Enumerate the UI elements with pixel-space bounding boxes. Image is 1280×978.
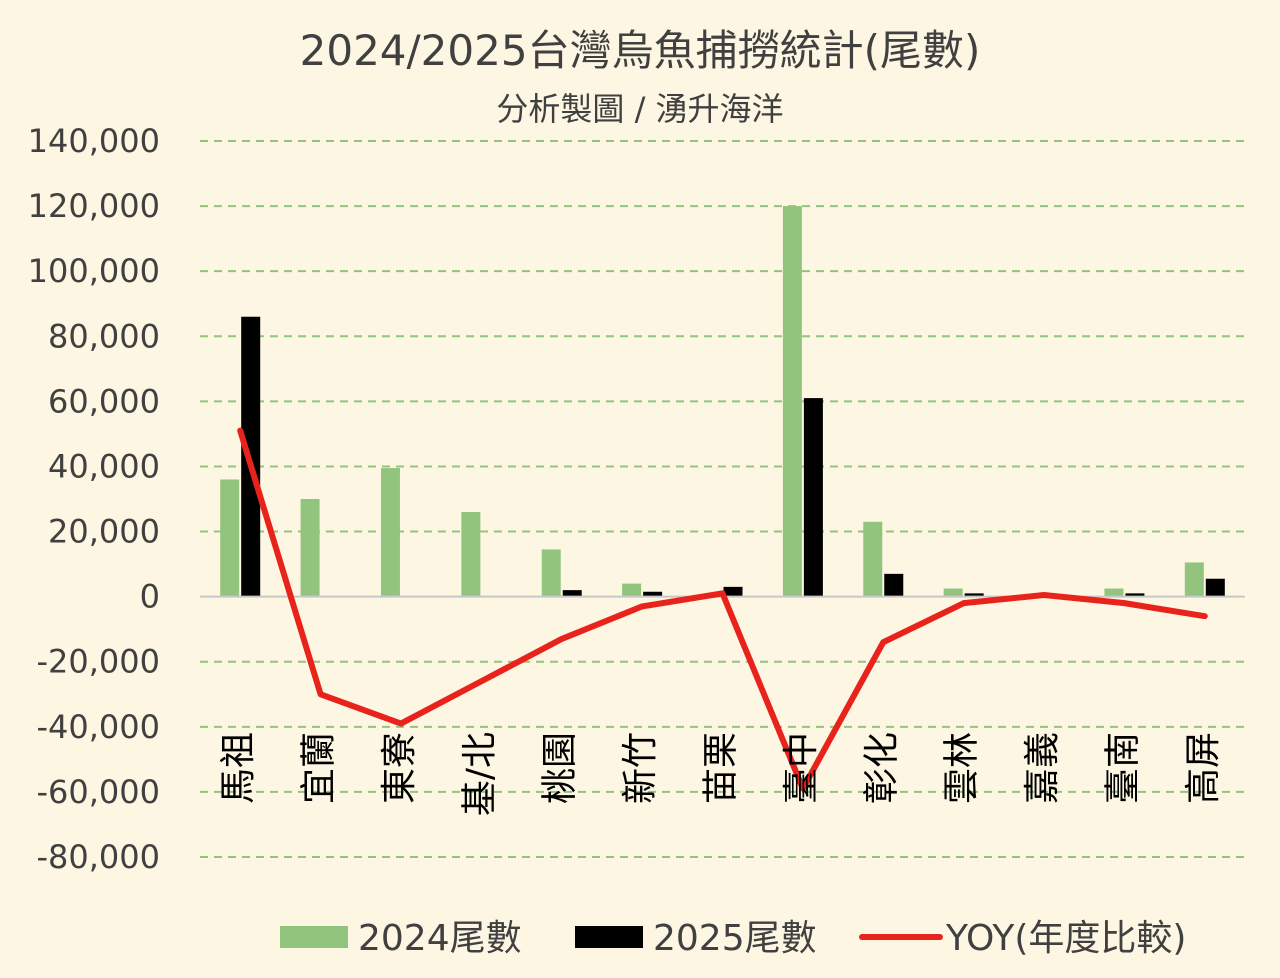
bar-2024 [1104, 588, 1124, 597]
yoy-line-layer [237, 427, 1208, 792]
yoy-line [237, 427, 1208, 792]
bar-2025 [884, 573, 904, 597]
bar-2024 [1184, 562, 1204, 597]
bar-2025 [964, 593, 984, 597]
category-labels: 馬祖 宜蘭 東寮 基/北 桃園 新竹 苗栗 臺中 彰化 雲林 嘉義 臺南 高屏 [218, 732, 1224, 816]
legend-2025-label: 2025尾數 [653, 918, 817, 959]
bar-2025 [643, 591, 663, 597]
bar-2025 [1205, 578, 1225, 597]
y-tick-label: 120,000 [28, 187, 160, 225]
legend-yoy-label: YOY(年度比較) [945, 918, 1186, 959]
category-label: 高屏 [1183, 732, 1224, 804]
y-tick-label: 40,000 [48, 447, 160, 485]
category-label: 苗栗 [701, 732, 742, 804]
y-tick-label: -60,000 [36, 773, 160, 811]
bar-2025 [1125, 593, 1145, 597]
legend-2024-swatch [280, 926, 348, 948]
y-tick-label: 100,000 [28, 252, 160, 290]
y-tick-label: 60,000 [48, 382, 160, 420]
bar-2025 [723, 586, 743, 597]
category-label: 新竹 [620, 732, 661, 804]
legend-2024-label: 2024尾數 [358, 918, 522, 959]
category-label: 桃園 [540, 732, 581, 804]
chart-title: 2024/2025台灣烏魚捕撈統計(尾數) [300, 26, 981, 75]
y-tick-label: 140,000 [28, 122, 160, 160]
y-tick-label: 0 [140, 578, 160, 616]
category-label: 臺南 [1102, 732, 1143, 804]
grid-layer [200, 140, 1245, 858]
legend-2025-swatch [575, 926, 643, 948]
y-axis-ticks: -80,000 -60,000 -40,000 -20,000 0 20,000 40,00… [28, 122, 160, 876]
category-label: 嘉義 [1022, 732, 1063, 804]
bar-2024 [782, 206, 802, 597]
category-label: 雲林 [942, 732, 983, 804]
bar-2025 [562, 590, 582, 597]
category-label: 彰化 [861, 732, 902, 804]
category-label: 臺中 [781, 732, 822, 804]
bar-2024 [380, 468, 400, 597]
category-label: 基/北 [459, 732, 500, 816]
bar-2024 [863, 521, 883, 597]
legend: 2024尾數 2025尾數 YOY(年度比較) [280, 918, 1186, 959]
y-tick-label: -80,000 [36, 838, 160, 876]
y-tick-label: -20,000 [36, 643, 160, 681]
y-tick-label: -40,000 [36, 708, 160, 746]
bar-2024 [541, 549, 561, 597]
bar-2024 [943, 588, 963, 597]
bar-2024 [622, 583, 642, 597]
chart-subtitle: 分析製圖 / 湧升海洋 [496, 90, 783, 128]
y-tick-label: 80,000 [48, 317, 160, 355]
bar-2024 [300, 499, 320, 597]
category-label: 東寮 [379, 732, 420, 804]
bar-2024 [461, 512, 481, 597]
category-label: 馬祖 [218, 732, 259, 804]
bar-2024 [220, 479, 240, 597]
y-tick-label: 20,000 [48, 513, 160, 551]
bar-2025 [803, 398, 823, 597]
category-label: 宜蘭 [299, 732, 340, 804]
